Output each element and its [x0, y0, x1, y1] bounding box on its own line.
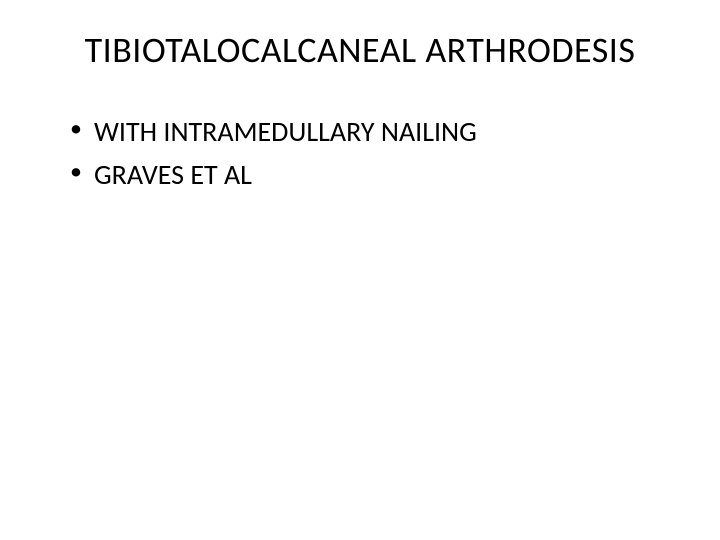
slide-container: TIBIOTALOCALCANEAL ARTHRODESIS WITH INTR… [0, 0, 720, 540]
bullet-list: WITH INTRAMEDULLARY NAILING GRAVES ET AL [50, 112, 670, 194]
bullet-item: GRAVES ET AL [70, 155, 670, 194]
bullet-item: WITH INTRAMEDULLARY NAILING [70, 112, 670, 151]
slide-title: TIBIOTALOCALCANEAL ARTHRODESIS [50, 28, 670, 72]
